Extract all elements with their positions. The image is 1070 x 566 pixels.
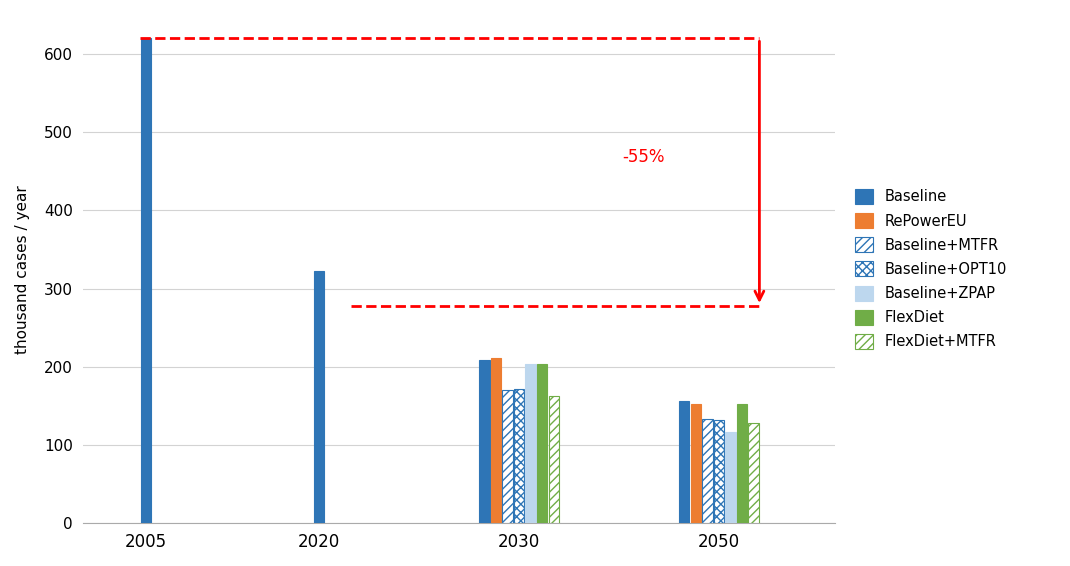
Bar: [679, 401, 689, 524]
Bar: [737, 405, 747, 524]
Bar: [479, 360, 490, 524]
Bar: [514, 389, 524, 524]
Bar: [491, 358, 501, 524]
Bar: [537, 364, 548, 524]
Y-axis label: thousand cases / year: thousand cases / year: [15, 185, 30, 354]
Bar: [702, 419, 713, 524]
Text: -55%: -55%: [623, 148, 664, 165]
Bar: [502, 391, 513, 524]
Bar: [725, 432, 736, 524]
Bar: [140, 38, 151, 524]
Bar: [525, 364, 536, 524]
Bar: [748, 423, 759, 524]
Bar: [549, 396, 559, 524]
Bar: [714, 420, 724, 524]
Bar: [690, 404, 701, 524]
Legend: Baseline, RePowerEU, Baseline+MTFR, Baseline+OPT10, Baseline+ZPAP, FlexDiet, Fle: Baseline, RePowerEU, Baseline+MTFR, Base…: [850, 183, 1012, 355]
Bar: [314, 272, 324, 524]
